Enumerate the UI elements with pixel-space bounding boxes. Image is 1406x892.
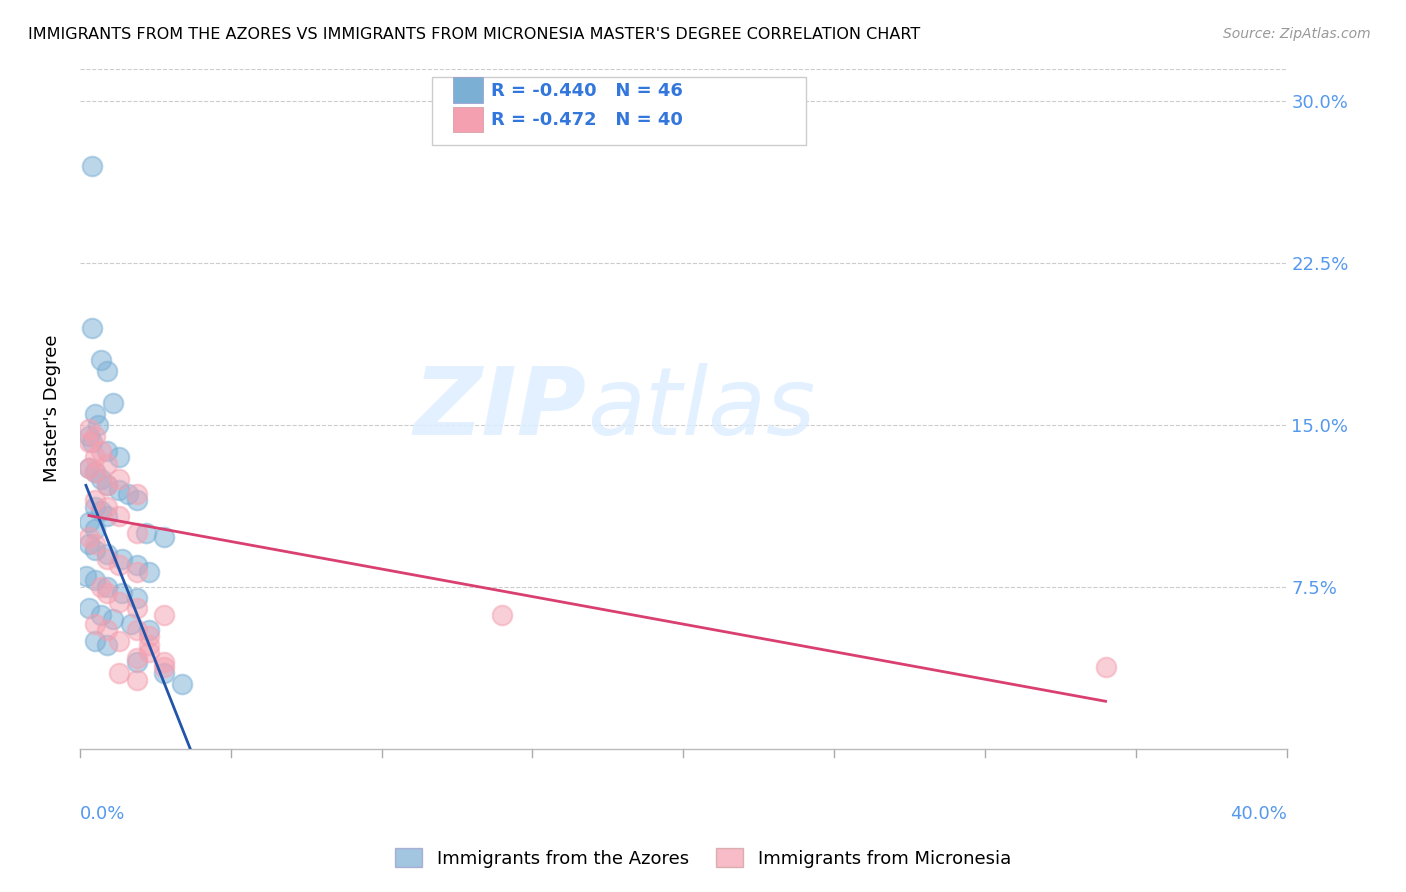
Point bbox=[84, 633, 107, 648]
Point bbox=[90, 472, 112, 486]
Point bbox=[172, 677, 194, 691]
Point bbox=[120, 616, 142, 631]
Point bbox=[153, 659, 176, 673]
Point bbox=[96, 551, 118, 566]
Point bbox=[84, 500, 107, 514]
Point bbox=[153, 656, 176, 670]
Point bbox=[108, 558, 131, 573]
Point bbox=[84, 543, 107, 558]
Point bbox=[84, 493, 107, 508]
Bar bbox=[453, 107, 482, 133]
Point bbox=[84, 574, 107, 588]
Point bbox=[77, 515, 100, 529]
Point bbox=[127, 623, 149, 637]
Point bbox=[80, 159, 103, 173]
Point bbox=[77, 428, 100, 442]
Point bbox=[108, 508, 131, 523]
Point bbox=[84, 466, 107, 480]
Point bbox=[108, 483, 131, 497]
Point bbox=[96, 623, 118, 637]
Point bbox=[77, 435, 100, 450]
Point bbox=[84, 522, 107, 536]
Point bbox=[77, 422, 100, 436]
Point bbox=[96, 500, 118, 514]
Point bbox=[101, 612, 124, 626]
Point bbox=[84, 616, 107, 631]
Point bbox=[77, 601, 100, 615]
Point bbox=[127, 601, 149, 615]
Text: 0.0%: 0.0% bbox=[80, 805, 125, 823]
Point bbox=[491, 607, 513, 622]
Point bbox=[77, 530, 100, 544]
Point bbox=[108, 595, 131, 609]
Text: 40.0%: 40.0% bbox=[1230, 805, 1286, 823]
Point bbox=[96, 508, 118, 523]
Point bbox=[77, 461, 100, 475]
Point bbox=[108, 666, 131, 681]
Text: IMMIGRANTS FROM THE AZORES VS IMMIGRANTS FROM MICRONESIA MASTER'S DEGREE CORRELA: IMMIGRANTS FROM THE AZORES VS IMMIGRANTS… bbox=[28, 27, 921, 42]
Point bbox=[90, 443, 112, 458]
Point bbox=[127, 591, 149, 605]
Point bbox=[101, 396, 124, 410]
Point bbox=[153, 666, 176, 681]
Point bbox=[96, 478, 118, 492]
Point bbox=[96, 478, 118, 492]
Point bbox=[138, 638, 160, 652]
Point bbox=[80, 435, 103, 450]
Point bbox=[90, 353, 112, 368]
Y-axis label: Master's Degree: Master's Degree bbox=[44, 334, 60, 483]
Point bbox=[96, 580, 118, 594]
Point bbox=[127, 656, 149, 670]
Point bbox=[127, 651, 149, 665]
Point bbox=[96, 638, 118, 652]
Bar bbox=[453, 77, 482, 103]
Point bbox=[138, 630, 160, 644]
Point bbox=[108, 633, 131, 648]
Point bbox=[135, 525, 157, 540]
Point bbox=[153, 530, 176, 544]
Point bbox=[84, 407, 107, 421]
Point bbox=[96, 586, 118, 600]
Point bbox=[84, 536, 107, 550]
Point bbox=[90, 580, 112, 594]
Text: atlas: atlas bbox=[586, 363, 815, 454]
Point bbox=[96, 457, 118, 471]
Point bbox=[96, 364, 118, 378]
Point bbox=[127, 673, 149, 687]
Text: Source: ZipAtlas.com: Source: ZipAtlas.com bbox=[1223, 27, 1371, 41]
Point bbox=[127, 565, 149, 579]
Point bbox=[90, 504, 112, 518]
Point bbox=[153, 607, 176, 622]
Point bbox=[77, 536, 100, 550]
Point bbox=[127, 487, 149, 501]
Point bbox=[90, 607, 112, 622]
Point bbox=[84, 450, 107, 465]
Point bbox=[108, 472, 131, 486]
Point bbox=[138, 645, 160, 659]
Point bbox=[108, 450, 131, 465]
Text: R = -0.440   N = 46: R = -0.440 N = 46 bbox=[491, 82, 683, 100]
Point bbox=[111, 586, 134, 600]
Point bbox=[84, 428, 107, 442]
Point bbox=[127, 558, 149, 573]
Point bbox=[75, 569, 97, 583]
Text: R = -0.472   N = 40: R = -0.472 N = 40 bbox=[491, 112, 683, 129]
Point bbox=[127, 493, 149, 508]
Point bbox=[1094, 659, 1116, 673]
Point bbox=[80, 320, 103, 334]
Point bbox=[96, 443, 118, 458]
Legend: Immigrants from the Azores, Immigrants from Micronesia: Immigrants from the Azores, Immigrants f… bbox=[384, 838, 1022, 879]
Text: ZIP: ZIP bbox=[413, 363, 586, 455]
Point bbox=[87, 417, 110, 432]
Point bbox=[127, 525, 149, 540]
Point bbox=[84, 466, 107, 480]
Point bbox=[77, 461, 100, 475]
Point bbox=[111, 551, 134, 566]
Point bbox=[96, 548, 118, 562]
FancyBboxPatch shape bbox=[432, 77, 806, 145]
Point bbox=[138, 623, 160, 637]
Point bbox=[138, 565, 160, 579]
Point bbox=[117, 487, 139, 501]
